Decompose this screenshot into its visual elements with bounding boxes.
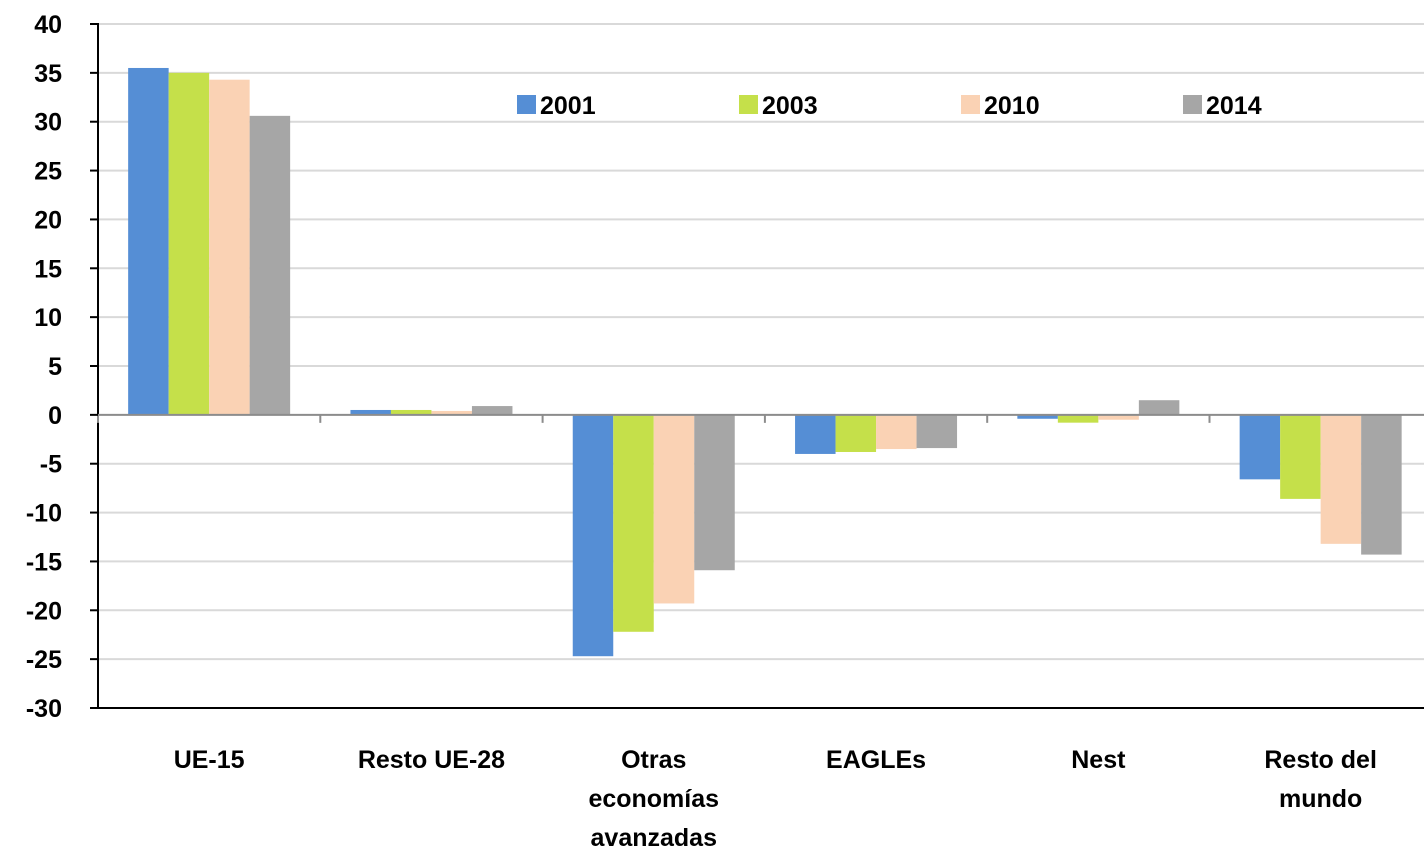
x-axis-labels: UE-15 Resto UE-28 Otras economías avanzadas E…: [174, 746, 1377, 852]
y-tick-label: -15: [26, 548, 62, 576]
y-axis-ticks: 40 35 30 25 20 15 10 5 0 -5 -10 -15 -20 -25 -30: [26, 11, 98, 723]
bar-2010: [653, 414, 695, 604]
bar-2010: [431, 410, 472, 415]
legend-swatch: [1183, 95, 1202, 114]
bar-2001: [350, 409, 391, 415]
bar-2001: [128, 67, 169, 415]
x-tick-label: Resto del mundo: [1264, 746, 1377, 813]
bar-2001: [572, 414, 614, 657]
y-tick-label: 20: [34, 206, 62, 234]
legend-swatch: [517, 95, 536, 114]
bar-2001: [795, 414, 836, 454]
bar-2014: [471, 406, 513, 415]
y-tick-label: 30: [34, 109, 62, 137]
legend-label: 2014: [1206, 92, 1262, 120]
y-tick-label: -5: [40, 451, 62, 479]
y-tick-label: -25: [26, 646, 62, 674]
gridlines: [98, 23, 1424, 709]
bar-2014: [916, 414, 958, 449]
legend-label: 2003: [762, 92, 818, 120]
bar-2003: [390, 409, 432, 415]
x-tick-label: EAGLEs: [826, 746, 926, 774]
y-tick-label: 25: [34, 158, 62, 186]
bar-2010: [1098, 414, 1139, 420]
legend-swatch: [961, 95, 980, 114]
x-tick-label: Resto UE-28: [358, 746, 505, 774]
bar-2010: [1320, 414, 1362, 544]
y-tick-label: -30: [26, 695, 62, 723]
bar-2003: [835, 414, 877, 452]
bar-2010: [209, 79, 250, 415]
bar-2001: [1017, 414, 1058, 419]
y-tick-label: -20: [26, 597, 62, 625]
legend-label: 2001: [540, 92, 596, 120]
bars: [128, 67, 1402, 657]
bar-2014: [249, 115, 291, 415]
x-tick-label: Otras economías avanzadas: [588, 746, 719, 852]
y-tick-label: 40: [34, 11, 62, 39]
x-tick-label: UE-15: [174, 746, 245, 774]
y-tick-label: 5: [48, 353, 62, 381]
y-tick-label: -10: [26, 500, 62, 528]
bar-2003: [1057, 414, 1099, 423]
bar-2014: [694, 414, 735, 571]
bar-2001: [1239, 414, 1281, 480]
legend: 2001 2003 2010 2014: [517, 92, 1262, 120]
bar-2003: [1280, 414, 1321, 499]
y-tick-label: 10: [34, 304, 62, 332]
bar-2014: [1138, 400, 1180, 415]
bar-2003: [613, 414, 654, 632]
legend-label: 2010: [984, 92, 1040, 120]
bar-2010: [876, 414, 917, 450]
legend-swatch: [739, 95, 758, 114]
y-tick-label: 35: [34, 60, 62, 88]
x-tick-label: Nest: [1071, 746, 1126, 774]
bar-2014: [1361, 414, 1402, 555]
y-tick-label: 0: [48, 402, 62, 430]
bar-2003: [168, 72, 210, 415]
y-tick-label: 15: [34, 255, 62, 283]
